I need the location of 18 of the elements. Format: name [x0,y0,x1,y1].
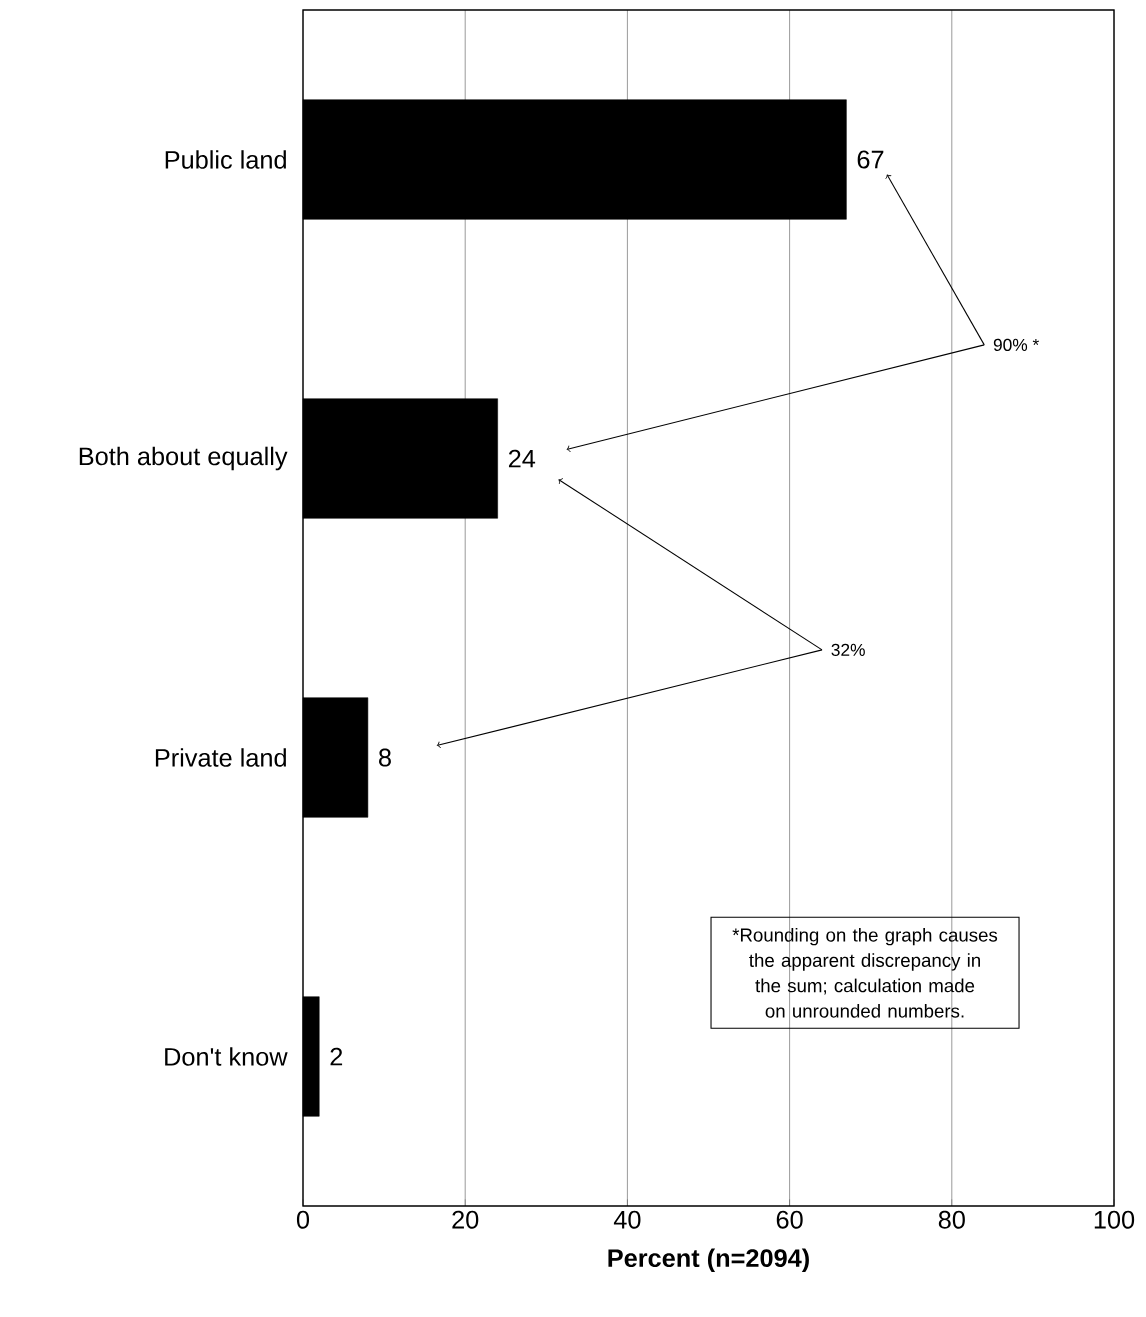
y-tick-label: Both about equally [79,446,288,471]
x-tick-label: 100 [1094,1210,1135,1229]
annotation: 90% * [993,338,1039,352]
y-tick-label: Don't know [165,1047,288,1066]
x-tick-label: 40 [613,1210,641,1229]
data-label: 24 [508,449,536,468]
y-tick-label: Public land [165,150,286,169]
x-tick-label: 80 [938,1210,965,1229]
y-tick-label: Private land [155,748,286,767]
x-tick-label: 0 [296,1210,310,1229]
data-label: 8 [379,748,391,767]
x-tick-label: 60 [776,1210,803,1229]
x-tick-label: 20 [452,1210,479,1229]
data-label: 67 [857,150,884,169]
annotation: 32% [831,643,865,656]
data-label: 2 [330,1047,343,1066]
x-axis-title: Percent (n=2094) [608,1248,809,1273]
annotation: *Rounding on the graph causes the apparent discrepancy in the sum; calculation made on unrounded numbers. [732,927,998,1018]
